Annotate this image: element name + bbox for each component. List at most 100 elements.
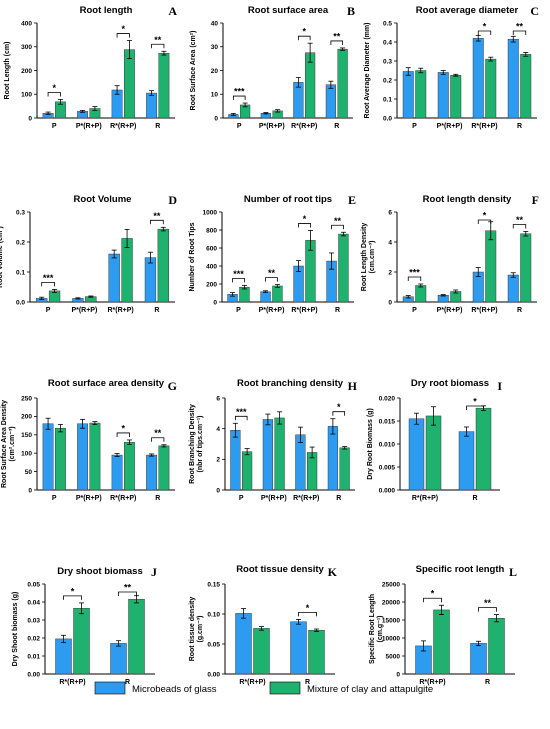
panel-e: Number of root tips E 0 200 400 600 800 1000 Num… [189,193,356,314]
significance-bracket [298,223,311,228]
y-tick-label: 0.00 [207,671,220,678]
bar [124,441,135,491]
significance-bracket [41,282,55,287]
significance-label: ** [484,598,492,608]
bar [110,643,127,675]
category-label: R [334,123,339,130]
y-axis-label: Specific Root Length(cm.g⁻¹) [369,594,384,664]
significance-label: * [121,423,125,433]
panel-title: Root tissue density [236,564,324,575]
significance-label: ** [124,583,132,593]
category-label: R*(R+P) [59,679,85,686]
bar [262,419,273,491]
panel-title: Root average diameter [416,5,519,16]
category-label: P*(R+P) [437,307,463,314]
y-tick-label: 0.10 [207,611,220,618]
y-axis-label: Root Length Density(cm.cm⁻³) [361,223,376,292]
panel-letter: C [530,4,539,18]
y-tick-label: 0.15 [207,581,220,588]
y-axis-label: Root Branching Density(nbr of tips.cm⁻¹) [189,404,204,484]
significance-bracket [477,219,492,224]
y-tick-label: 0 [396,671,400,678]
y-tick-label: 50 [25,469,33,476]
significance-label: ** [268,268,276,278]
y-tick-label: 25000 [382,581,400,588]
significance-bracket [477,30,492,35]
y-tick-label: 0.1 [383,96,392,103]
significance-label: *** [233,269,244,279]
y-tick-label: 0.015 [379,418,396,425]
bar [507,38,519,119]
bar [42,423,54,491]
significance-label: ** [154,428,162,438]
y-axis-label: Dry Root Biomass (g) [367,408,374,480]
category-label: R*(R+P) [291,307,317,314]
category-label: R*(R+P) [412,495,438,502]
significance-bracket [512,224,527,229]
panel-c: Root average diameter C 0.0 0.1 0.2 0.3 0.4 0.5… [364,4,539,130]
bar [520,233,532,303]
bar [415,70,427,119]
y-tick-label: 10 [211,92,219,99]
y-axis-label: Dry Shoot biomass (g) [12,592,19,667]
significance-bracket [478,607,497,612]
significance-bracket [118,591,137,596]
bar [338,233,349,303]
y-tick-label: 0.04 [27,599,40,606]
bar [485,58,497,119]
category-label: P*(R+P) [259,307,285,314]
significance-label: * [52,83,56,93]
category-label: R*(R+P) [239,679,265,686]
category-label: R*(R+P) [110,123,136,130]
bar [146,454,157,491]
panel-letter: I [497,379,502,393]
significance-bracket [332,411,346,416]
bar [253,628,270,675]
y-tick-label: 200 [21,414,32,421]
category-label: R*(R+P) [107,307,133,314]
significance-bracket [63,595,82,600]
category-label: R [155,123,160,130]
significance-bracket [151,43,165,49]
bar [402,71,414,119]
significance-label: *** [236,407,247,417]
y-tick-label: 0.4 [383,39,392,46]
significance-bracket [151,437,165,442]
category-label: P*(R+P) [259,123,285,130]
y-axis-label: Root Surface Area Density(cm².cm⁻³) [1,400,16,488]
y-tick-label: 0.2 [16,239,25,246]
panel-a: Root length A 0 100 200 300 400 Root Length (cm… [4,4,177,130]
significance-label: * [431,589,435,599]
category-label: R [154,307,159,314]
significance-label: * [121,24,125,34]
panel-title: Dry shoot biomass [57,566,143,577]
y-tick-label: 0 [216,487,220,494]
significance-bracket [232,277,245,283]
legend-label-glass: Microbeads of glass [132,684,217,695]
category-label: P*(R+P) [76,123,102,130]
category-label: P*(R+P) [71,307,97,314]
panel-letter: E [348,193,356,207]
category-label: R*(R+P) [471,307,497,314]
significance-bracket [466,405,484,410]
panel-l: Specific root length L 0 5000 10000 15000 2000… [369,564,517,686]
category-label: R*(R+P) [293,495,319,502]
category-label: P [52,495,57,502]
panel-title: Root length [80,5,133,16]
bar [111,454,123,491]
y-tick-label: 0.02 [27,635,40,642]
y-tick-label: 200 [21,68,32,75]
y-tick-label: 0.3 [383,58,392,65]
y-tick-label: 15000 [382,617,400,624]
panel-h: Root branching density H 0 2 4 6 Root Branchin… [189,378,358,502]
y-tick-label: 0 [28,487,32,494]
y-tick-label: 100 [21,451,32,458]
category-label: R*(R+P) [419,679,445,686]
panel-title: Specific root length [416,564,505,575]
bar [295,434,306,491]
category-label: R [125,679,130,686]
bar [520,54,532,119]
significance-label: * [71,586,75,596]
y-tick-label: 1000 [203,209,218,216]
